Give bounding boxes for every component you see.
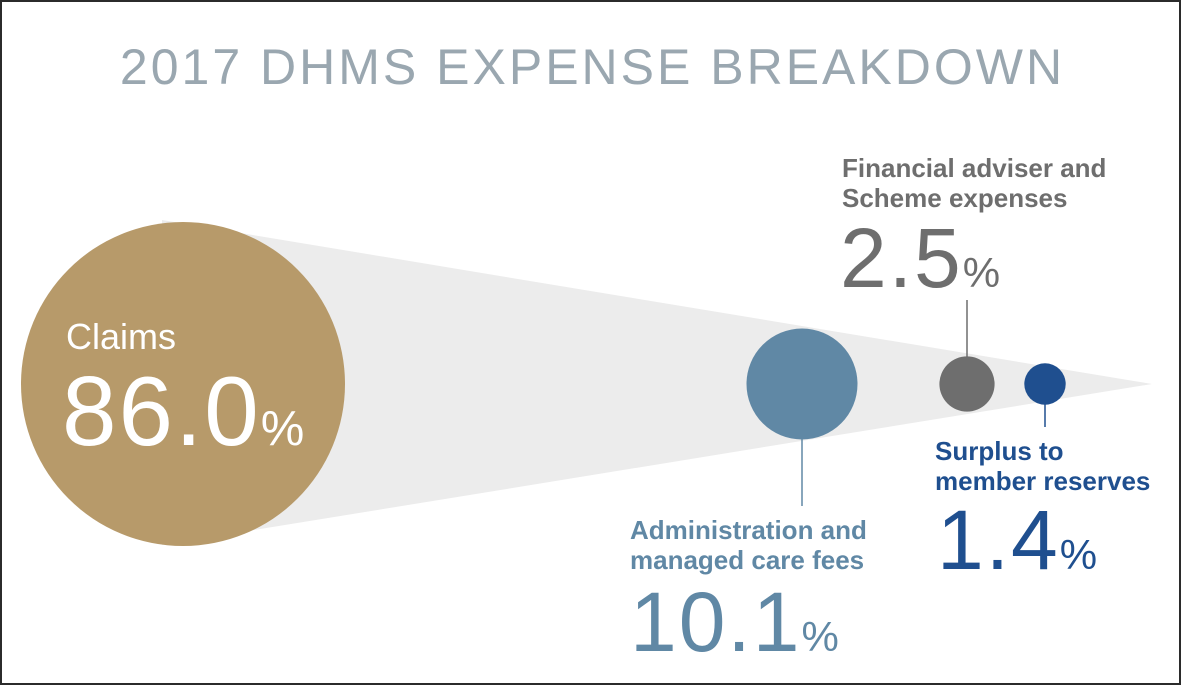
admin-number: 10.1: [630, 575, 802, 669]
claims-number: 86.0: [62, 356, 261, 466]
claims-bubble: [21, 222, 345, 546]
claims-value: 86.0%: [62, 362, 304, 460]
admin-value: 10.1%: [630, 580, 839, 664]
surplus-label: Surplus to member reserves: [935, 436, 1151, 497]
surplus-label-line-2: member reserves: [935, 465, 1151, 496]
financial-percent-sign: %: [962, 249, 1001, 296]
chart-title: 2017 DHMS EXPENSE BREAKDOWN: [119, 39, 1066, 95]
financial-label-line-2: Scheme expenses: [842, 182, 1068, 213]
financial-number: 2.5: [840, 211, 963, 305]
financial-bubble: [939, 356, 995, 412]
surplus-label-line-1: Surplus to: [935, 436, 1064, 466]
claims-percent-sign: %: [260, 402, 305, 456]
claims-label: Claims: [66, 316, 177, 357]
surplus-percent-sign: %: [1059, 531, 1098, 578]
cone-shape: [162, 220, 1152, 545]
admin-label-line-2: managed care fees: [630, 544, 865, 575]
financial-value: 2.5%: [840, 216, 1000, 300]
surplus-bubble: [1024, 363, 1066, 405]
financial-label-line-1: Financial adviser and: [842, 153, 1107, 183]
surplus-number: 1.4: [937, 493, 1060, 587]
admin-percent-sign: %: [801, 613, 839, 660]
admin-label: Administration and managed care fees: [630, 515, 867, 576]
surplus-value: 1.4%: [937, 498, 1097, 582]
financial-label: Financial adviser and Scheme expenses: [842, 153, 1107, 214]
admin-label-line-1: Administration and: [630, 515, 867, 545]
admin-bubble: [746, 328, 858, 440]
